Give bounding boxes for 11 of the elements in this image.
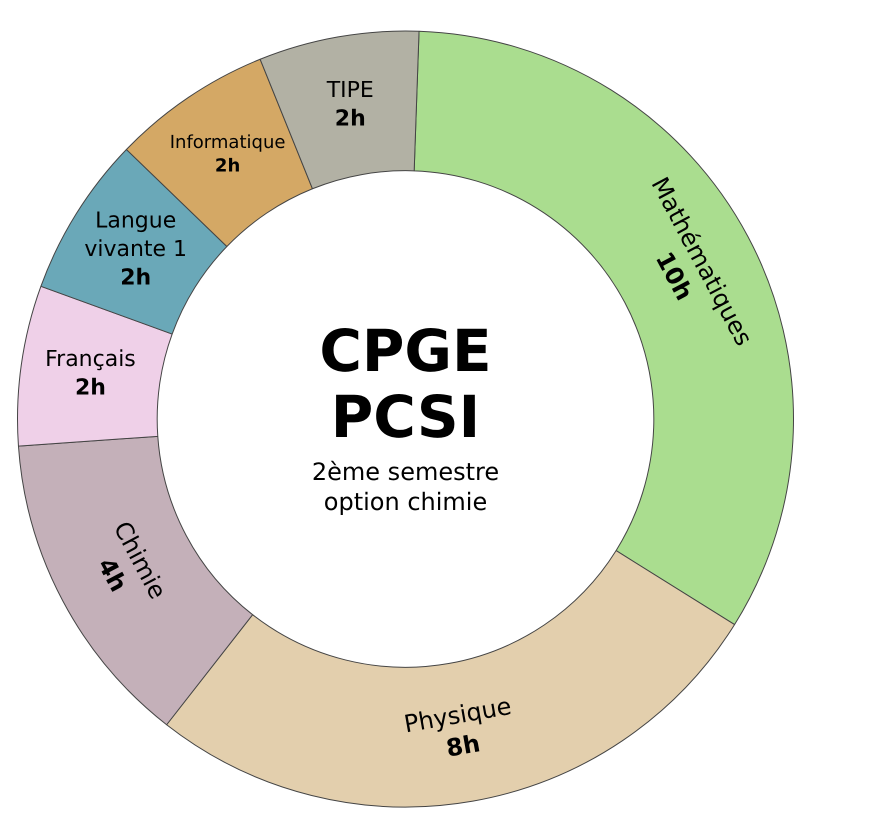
data-label: 2h (74, 376, 106, 401)
slice-label: Informatique (170, 132, 286, 154)
text: 2ème semestre option chimie (312, 458, 500, 516)
data-label: 2h (120, 266, 152, 291)
slice-label: Langue vivante 1 (84, 208, 188, 262)
data-label: 8h (444, 729, 482, 763)
data-label: 2h (214, 156, 240, 177)
slice-label: TIPE (326, 78, 374, 104)
slice-label: Français (45, 347, 136, 372)
text: CPGE PCSI (319, 317, 492, 452)
data-label: 2h (334, 106, 366, 132)
